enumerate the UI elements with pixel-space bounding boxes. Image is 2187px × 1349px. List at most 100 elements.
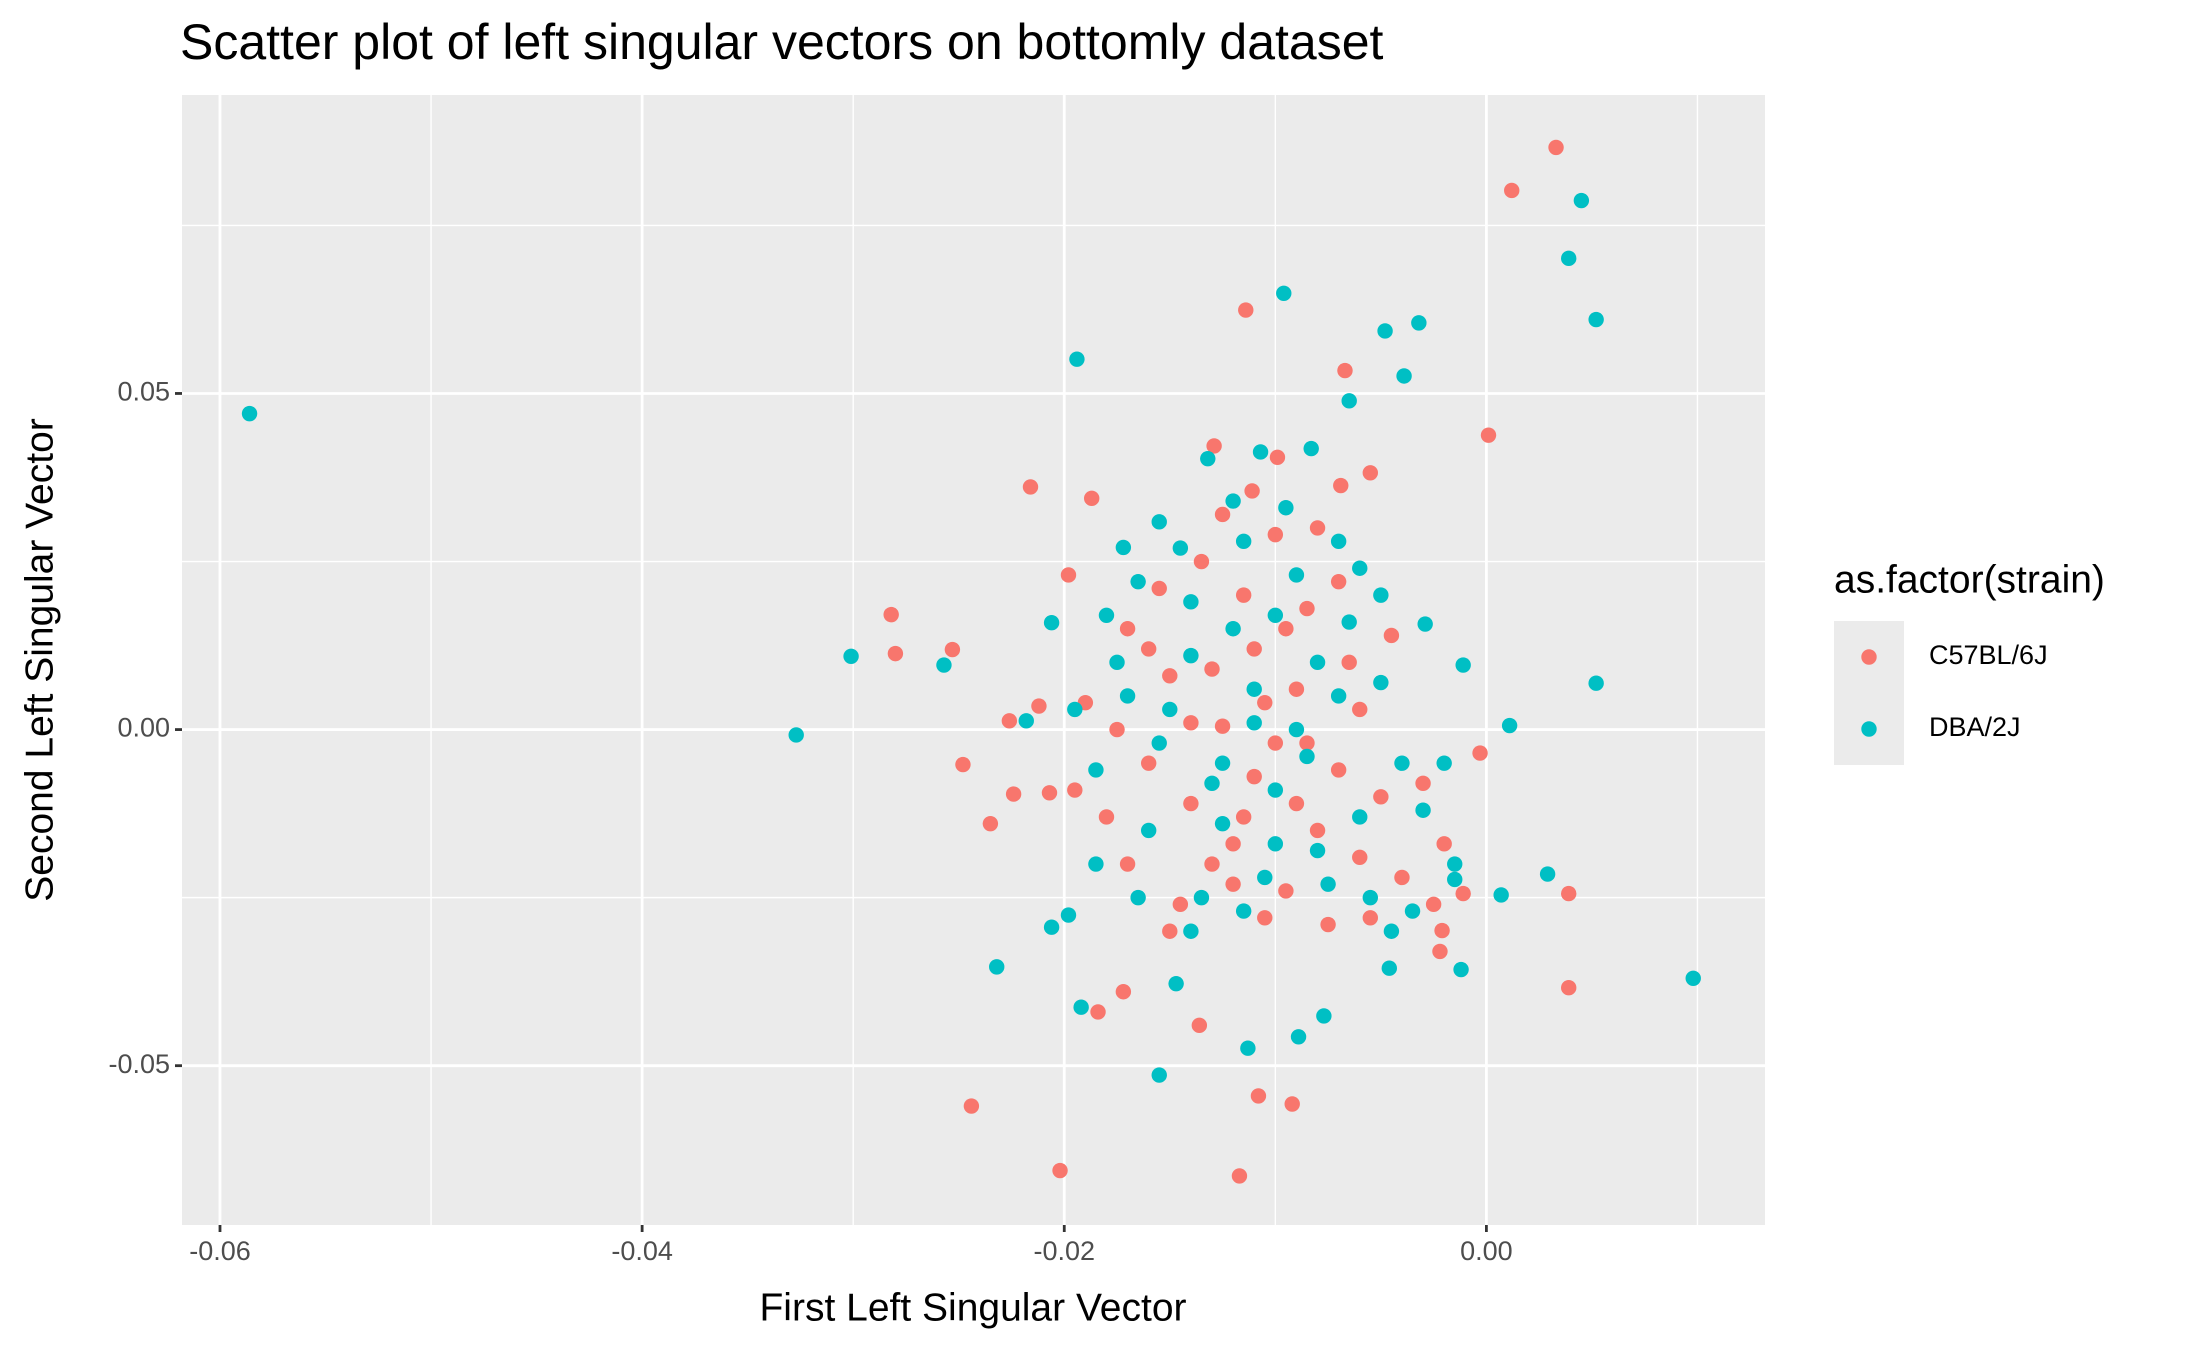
point bbox=[1151, 514, 1167, 530]
point bbox=[1352, 701, 1368, 718]
point bbox=[1309, 654, 1326, 671]
points bbox=[241, 139, 1701, 1184]
point bbox=[1373, 789, 1389, 805]
point bbox=[1548, 139, 1564, 156]
point bbox=[1284, 1096, 1300, 1112]
point bbox=[1043, 614, 1060, 631]
point bbox=[1472, 745, 1488, 761]
point bbox=[1069, 351, 1085, 367]
point bbox=[1088, 856, 1104, 872]
point bbox=[1415, 802, 1431, 818]
point bbox=[887, 645, 904, 662]
point bbox=[1119, 688, 1136, 704]
point bbox=[1588, 675, 1604, 691]
point bbox=[1244, 483, 1260, 499]
point bbox=[1425, 896, 1442, 913]
point bbox=[1330, 762, 1347, 778]
point bbox=[1383, 923, 1400, 939]
point bbox=[1022, 479, 1039, 495]
legend: C57BL/6J DBA/2J bbox=[1834, 621, 2048, 765]
point bbox=[1214, 755, 1231, 771]
point bbox=[1214, 815, 1231, 832]
point bbox=[1588, 311, 1604, 328]
point bbox=[1480, 427, 1497, 443]
point bbox=[1394, 755, 1410, 771]
point bbox=[1436, 836, 1452, 852]
point bbox=[1352, 560, 1368, 576]
point bbox=[1073, 999, 1089, 1015]
y-tick-label: -0.05 bbox=[108, 1049, 170, 1079]
point bbox=[1140, 755, 1157, 771]
point bbox=[1455, 885, 1471, 902]
point bbox=[1235, 903, 1252, 919]
point bbox=[1320, 916, 1336, 933]
point bbox=[1052, 1162, 1068, 1179]
point bbox=[1206, 438, 1222, 454]
point bbox=[1098, 809, 1115, 825]
point bbox=[1333, 477, 1349, 494]
point bbox=[1225, 493, 1241, 509]
point bbox=[1362, 910, 1379, 926]
y-tick-label: 0.00 bbox=[117, 713, 170, 743]
point bbox=[1539, 866, 1556, 882]
point bbox=[1067, 701, 1083, 718]
point bbox=[1561, 885, 1577, 902]
point bbox=[1299, 748, 1315, 765]
point bbox=[1303, 440, 1319, 457]
point bbox=[1309, 842, 1326, 859]
point bbox=[1267, 607, 1284, 623]
point bbox=[1246, 641, 1262, 657]
point bbox=[1043, 919, 1060, 935]
point bbox=[1320, 876, 1336, 892]
point bbox=[1257, 694, 1273, 711]
x-tick-label: -0.06 bbox=[189, 1236, 251, 1266]
point bbox=[1250, 1088, 1267, 1104]
x-tick-label: 0.00 bbox=[1460, 1236, 1513, 1266]
point bbox=[1193, 889, 1210, 906]
legend-label: C57BL/6J bbox=[1929, 640, 2048, 670]
point bbox=[1288, 721, 1305, 738]
point bbox=[1041, 785, 1058, 801]
point bbox=[1383, 627, 1400, 644]
point bbox=[1083, 490, 1100, 507]
point bbox=[1352, 809, 1368, 825]
point bbox=[1183, 647, 1199, 664]
point bbox=[1341, 614, 1357, 630]
point bbox=[1204, 775, 1220, 792]
point bbox=[989, 959, 1005, 975]
point bbox=[788, 727, 804, 743]
point bbox=[1257, 910, 1273, 926]
x-axis-title: First Left Singular Vector bbox=[759, 1286, 1186, 1329]
point bbox=[1330, 533, 1347, 550]
point bbox=[955, 756, 971, 773]
point bbox=[1235, 533, 1252, 550]
point bbox=[1060, 907, 1077, 923]
legend-marker bbox=[1861, 649, 1877, 665]
point bbox=[1411, 315, 1427, 331]
point bbox=[1214, 718, 1231, 734]
point bbox=[1130, 889, 1146, 906]
point bbox=[1290, 1029, 1307, 1045]
point bbox=[1561, 250, 1577, 267]
point bbox=[1257, 869, 1273, 886]
panel-background bbox=[182, 95, 1765, 1225]
point bbox=[1417, 616, 1433, 632]
point bbox=[1299, 600, 1315, 617]
plot-panel bbox=[182, 95, 1765, 1225]
point bbox=[982, 815, 999, 832]
point bbox=[1561, 980, 1577, 996]
point bbox=[1447, 871, 1463, 888]
point bbox=[1098, 607, 1115, 623]
y-tick-label: 0.05 bbox=[117, 377, 170, 407]
point bbox=[1447, 856, 1463, 872]
point bbox=[1246, 681, 1262, 697]
point bbox=[1394, 869, 1410, 886]
point bbox=[1246, 715, 1262, 731]
point bbox=[1115, 539, 1132, 556]
point bbox=[1373, 674, 1389, 691]
point bbox=[1162, 701, 1178, 718]
point bbox=[1309, 520, 1326, 536]
point bbox=[936, 657, 952, 673]
point bbox=[883, 606, 899, 623]
